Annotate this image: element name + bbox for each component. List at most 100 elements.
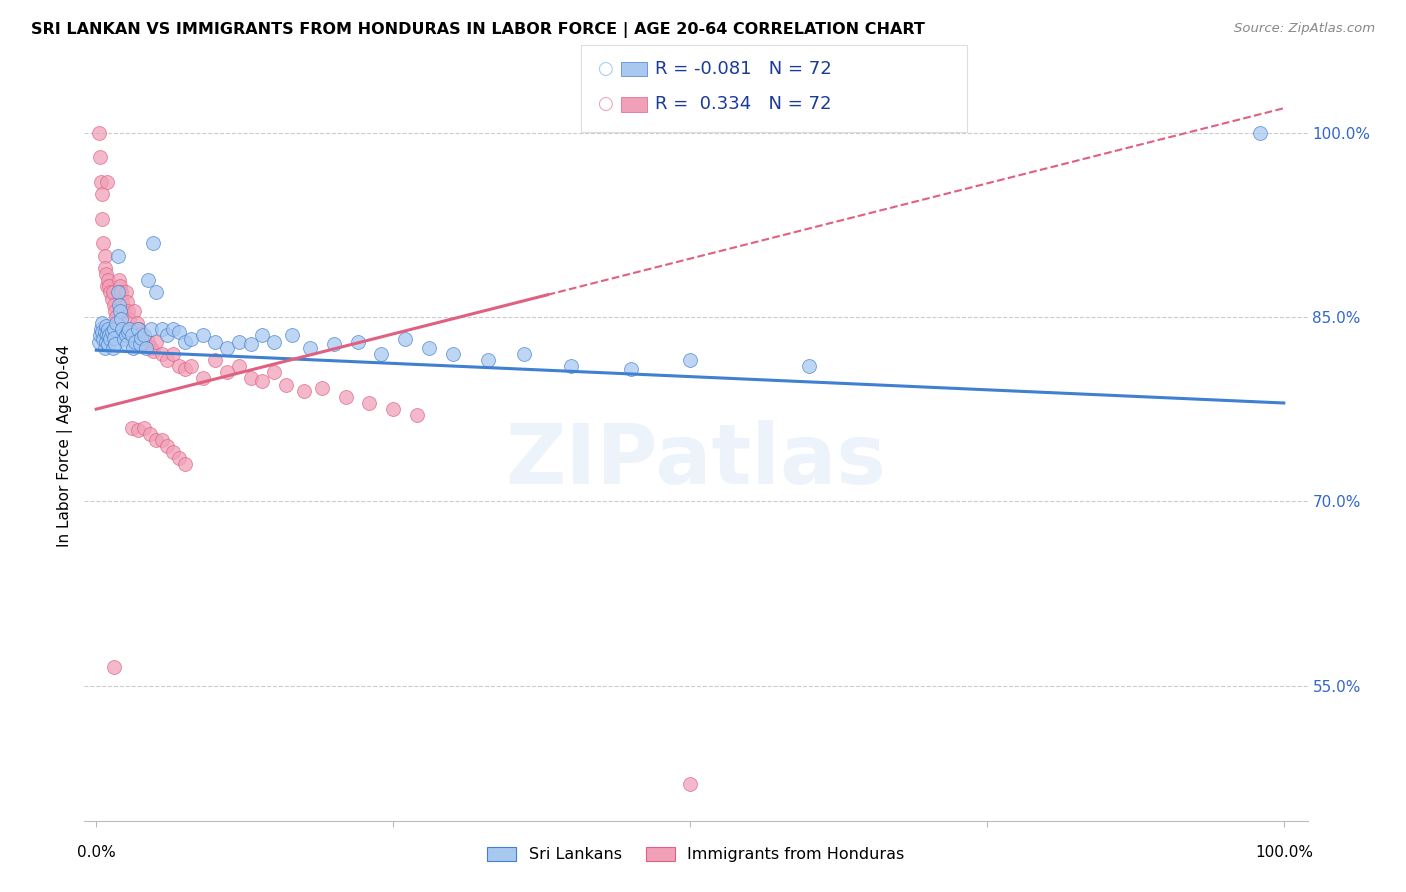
Point — [101, 285, 124, 300]
Point — [135, 341, 157, 355]
Point — [156, 439, 179, 453]
Point — [93, 236, 115, 251]
Point — [191, 328, 214, 343]
Point — [96, 279, 118, 293]
Point — [110, 285, 132, 300]
Point — [89, 328, 111, 343]
Point — [679, 777, 702, 791]
Point — [156, 328, 179, 343]
Point — [150, 347, 173, 361]
Point — [191, 371, 214, 385]
Point — [679, 353, 702, 368]
Point — [139, 341, 162, 355]
Point — [156, 353, 179, 368]
Point — [174, 458, 197, 472]
Point — [100, 332, 122, 346]
Point — [110, 312, 132, 326]
Point — [228, 334, 250, 349]
Point — [359, 396, 381, 410]
Point — [127, 322, 149, 336]
Text: R =  0.334   N = 72: R = 0.334 N = 72 — [655, 95, 832, 113]
Point — [180, 359, 202, 373]
Point — [138, 426, 160, 441]
Point — [105, 310, 128, 324]
Point — [382, 402, 405, 417]
Point — [111, 295, 134, 310]
Point — [142, 236, 165, 251]
Point — [127, 423, 149, 437]
Point — [513, 347, 536, 361]
Point — [93, 332, 115, 346]
Point — [281, 328, 304, 343]
Point — [204, 334, 226, 349]
Point — [169, 325, 191, 339]
Point — [180, 332, 202, 346]
Point — [112, 304, 135, 318]
Text: 0.0%: 0.0% — [77, 846, 115, 860]
Point — [121, 328, 143, 343]
Point — [115, 328, 138, 343]
Y-axis label: In Labor Force | Age 20-64: In Labor Force | Age 20-64 — [58, 345, 73, 547]
Point — [100, 285, 122, 300]
Point — [97, 337, 120, 351]
Point — [239, 371, 262, 385]
Point — [252, 374, 274, 388]
Point — [169, 359, 191, 373]
Text: ZIPatlas: ZIPatlas — [506, 420, 886, 501]
Point — [115, 337, 138, 351]
Point — [90, 322, 112, 336]
Point — [117, 325, 139, 339]
Point — [322, 337, 344, 351]
Point — [96, 175, 118, 189]
Point — [98, 328, 121, 343]
Point — [105, 316, 128, 330]
Point — [103, 331, 125, 345]
Point — [215, 365, 238, 379]
Point — [174, 361, 197, 376]
Point — [104, 304, 127, 318]
Point — [129, 337, 152, 351]
Point — [215, 341, 238, 355]
Point — [97, 322, 120, 336]
Point — [239, 337, 262, 351]
Point — [91, 325, 114, 339]
Point — [125, 316, 148, 330]
Point — [150, 433, 173, 447]
Point — [394, 332, 416, 346]
Point — [100, 325, 122, 339]
Point — [406, 409, 429, 423]
Point — [91, 187, 114, 202]
Point — [103, 660, 125, 674]
Point — [620, 361, 643, 376]
Point — [477, 353, 499, 368]
Point — [107, 298, 129, 312]
Point — [93, 325, 115, 339]
Point — [150, 322, 173, 336]
Point — [111, 322, 134, 336]
Point — [132, 334, 155, 349]
Point — [370, 347, 392, 361]
Point — [87, 334, 110, 349]
Point — [93, 260, 115, 275]
Point — [98, 279, 121, 293]
Point — [104, 337, 127, 351]
Legend: Sri Lankans, Immigrants from Honduras: Sri Lankans, Immigrants from Honduras — [481, 840, 911, 869]
Point — [263, 334, 285, 349]
Point — [145, 334, 167, 349]
Point — [142, 344, 165, 359]
Point — [100, 292, 122, 306]
Point — [128, 322, 150, 336]
Point — [122, 341, 145, 355]
Point — [135, 337, 157, 351]
Point — [145, 285, 167, 300]
Point — [122, 304, 145, 318]
Point — [138, 273, 160, 287]
Text: ○: ○ — [596, 60, 613, 78]
Point — [117, 304, 139, 318]
Point — [101, 341, 124, 355]
Point — [335, 390, 357, 404]
Point — [174, 334, 197, 349]
Point — [162, 445, 184, 459]
Point — [441, 347, 464, 361]
Point — [311, 381, 333, 395]
